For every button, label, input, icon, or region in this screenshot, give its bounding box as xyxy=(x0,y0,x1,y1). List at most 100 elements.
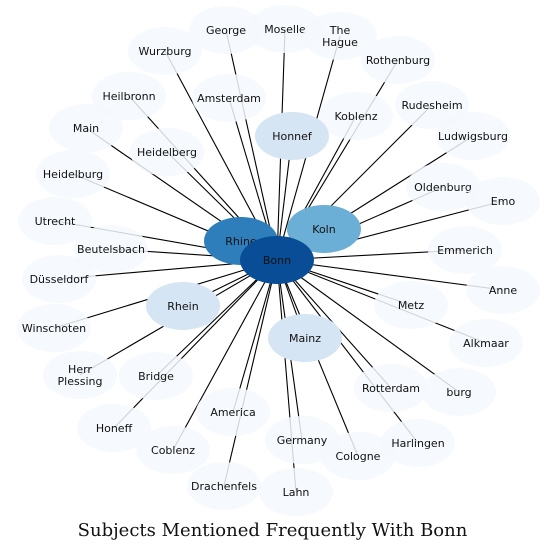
node-shape-drachenfels xyxy=(187,462,261,510)
node-cologne: Cologne xyxy=(321,432,395,480)
edge-bonn-burg xyxy=(276,259,460,393)
node-shape-ludwigsburg xyxy=(436,112,510,160)
node-shape-main xyxy=(49,104,123,152)
node-heilbronn: Heilbronn xyxy=(92,72,166,120)
node-winschoten: Winschoten xyxy=(17,304,91,352)
node-label-metz: Metz xyxy=(398,299,425,312)
node-label-rothenburg: Rothenburg xyxy=(366,54,430,67)
node-shape-amsterdam xyxy=(192,74,266,122)
node-label-heidelberg: Heidelberg xyxy=(137,146,197,159)
node-shape-oldenburg xyxy=(406,163,480,211)
node-label-burg: burg xyxy=(446,386,471,399)
node-alkmaar: Alkmaar xyxy=(449,319,523,367)
edge-bonn-harlingen xyxy=(276,259,419,444)
node-rothenburg: Rothenburg xyxy=(361,36,435,84)
node-shape-rhein xyxy=(146,282,220,330)
node-label-ludwigsburg: Ludwigsburg xyxy=(438,130,508,143)
node-shape-the-hague xyxy=(303,12,377,60)
node-honnef: Honnef xyxy=(255,112,329,160)
node-shape-dusseldorf xyxy=(22,255,96,303)
node-ludwigsburg: Ludwigsburg xyxy=(436,112,510,160)
node-the-hague: The Hague xyxy=(303,12,377,60)
node-shape-koln xyxy=(287,205,361,253)
node-label-heilbronn: Heilbronn xyxy=(102,90,155,103)
node-mainz: Mainz xyxy=(268,314,342,362)
edge-bonn-america xyxy=(232,259,278,413)
node-beutelsbach: Beutelsbach xyxy=(74,225,148,273)
node-label-honnef: Honnef xyxy=(272,130,313,143)
node-shape-anne xyxy=(466,266,540,314)
node-shape-emo xyxy=(466,177,540,225)
node-label-emo: Emo xyxy=(491,195,516,208)
node-label-alkmaar: Alkmaar xyxy=(463,337,509,350)
node-label-germany: Germany xyxy=(277,434,328,447)
node-koln: Koln xyxy=(287,205,361,253)
node-label-honeff: Honeff xyxy=(96,422,133,435)
node-label-emmerich: Emmerich xyxy=(437,244,493,257)
chart-title: Subjects Mentioned Frequently With Bonn xyxy=(77,520,468,541)
node-label-wurzburg: Wurzburg xyxy=(138,45,191,58)
node-main: Main xyxy=(49,104,123,152)
node-shape-rothenburg xyxy=(361,36,435,84)
node-coblenz: Coblenz xyxy=(136,426,210,474)
node-shape-lahn xyxy=(259,468,333,516)
node-shape-moselle xyxy=(248,5,322,53)
node-lahn: Lahn xyxy=(259,468,333,516)
edge-bonn-coblenz xyxy=(172,259,278,451)
node-george: George xyxy=(189,6,263,54)
node-burg: burg xyxy=(422,368,496,416)
node-label-heidelburg: Heidelburg xyxy=(43,168,103,181)
node-shape-honnef xyxy=(255,112,329,160)
node-label-rotterdam: Rotterdam xyxy=(362,382,420,395)
node-heidelberg: Heidelberg xyxy=(130,128,204,176)
node-amsterdam: Amsterdam xyxy=(192,74,266,122)
edge-bonn-drachenfels xyxy=(223,259,278,487)
node-shape-bonn xyxy=(240,236,314,284)
node-label-america: America xyxy=(210,406,255,419)
node-shape-metz xyxy=(374,281,448,329)
node-oldenburg: Oldenburg xyxy=(406,163,480,211)
node-shape-rotterdam xyxy=(354,364,428,412)
node-label-oldenburg: Oldenburg xyxy=(414,181,472,194)
node-shape-beutelsbach xyxy=(74,225,148,273)
node-shape-alkmaar xyxy=(449,319,523,367)
node-emmerich: Emmerich xyxy=(428,226,502,274)
node-label-beutelsbach: Beutelsbach xyxy=(77,243,145,256)
nodes: George Moselle The Hague Wurzburg Rothenburg H… xyxy=(17,5,540,516)
node-label-coblenz: Coblenz xyxy=(151,444,195,457)
network-graph: George Moselle The Hague Wurzburg Rothenburg H… xyxy=(17,5,540,516)
edge-bonn-honeff xyxy=(113,259,278,429)
node-koblenz: Koblenz xyxy=(319,92,393,140)
node-label-cologne: Cologne xyxy=(336,450,381,463)
node-label-utrecht: Utrecht xyxy=(35,215,76,228)
node-heidelburg: Heidelburg xyxy=(36,150,110,198)
node-label-the-hague: The Hague xyxy=(322,24,358,49)
node-utrecht: Utrecht xyxy=(18,197,92,245)
node-label-herr-plessing: Herr Plessing xyxy=(58,363,103,388)
node-herr-plessing: Herr Plessing xyxy=(43,351,117,399)
node-label-harlingen: Harlingen xyxy=(391,437,444,450)
node-label-amsterdam: Amsterdam xyxy=(197,92,261,105)
edge-bonn-george xyxy=(225,29,278,261)
node-harlingen: Harlingen xyxy=(381,419,455,467)
node-label-dusseldorf: Düsseldorf xyxy=(30,273,90,286)
node-emo: Emo xyxy=(466,177,540,225)
node-shape-koblenz xyxy=(319,92,393,140)
node-shape-wurzburg xyxy=(128,27,202,75)
node-label-george: George xyxy=(206,24,246,37)
node-shape-honeff xyxy=(77,404,151,452)
node-label-bonn: Bonn xyxy=(263,254,291,267)
node-label-koln: Koln xyxy=(312,223,335,236)
node-bonn: Bonn xyxy=(240,236,314,284)
node-shape-america xyxy=(196,388,270,436)
node-shape-emmerich xyxy=(428,226,502,274)
node-anne: Anne xyxy=(466,266,540,314)
node-shape-heilbronn xyxy=(92,72,166,120)
node-germany: Germany xyxy=(265,416,339,464)
node-wurzburg: Wurzburg xyxy=(128,27,202,75)
node-label-moselle: Moselle xyxy=(264,23,306,36)
node-label-main: Main xyxy=(73,122,99,135)
node-label-winschoten: Winschoten xyxy=(22,322,86,335)
node-shape-herr-plessing xyxy=(43,351,117,399)
node-shape-george xyxy=(189,6,263,54)
